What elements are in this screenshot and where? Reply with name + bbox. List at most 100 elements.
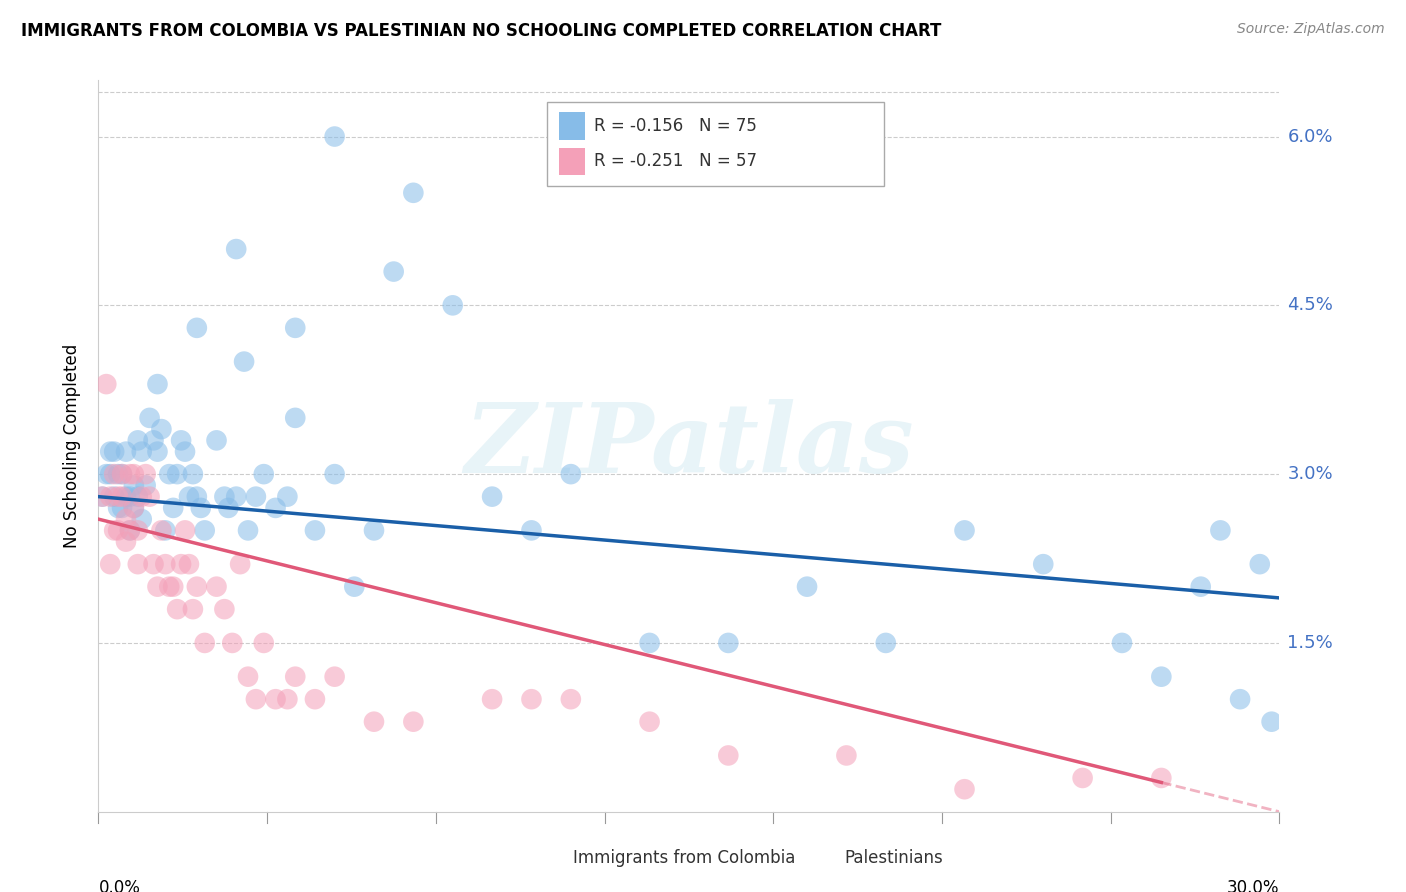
Point <box>122 467 145 482</box>
Point <box>253 636 276 650</box>
Point <box>217 500 239 515</box>
Point <box>91 490 114 504</box>
Point <box>118 467 141 482</box>
Point <box>174 444 197 458</box>
Point <box>98 444 121 458</box>
Point <box>122 478 145 492</box>
Point <box>186 580 208 594</box>
Point <box>131 444 153 458</box>
Point <box>363 714 385 729</box>
Point <box>111 490 134 504</box>
Point <box>1111 636 1133 650</box>
Point <box>177 490 200 504</box>
Point <box>560 467 582 482</box>
Point <box>284 321 307 335</box>
Point <box>146 580 169 594</box>
Point <box>276 692 298 706</box>
Point <box>127 557 149 571</box>
Point <box>166 602 188 616</box>
Point <box>162 500 184 515</box>
Point <box>186 321 208 335</box>
Point <box>363 524 385 538</box>
Point <box>118 524 141 538</box>
Point <box>98 490 121 504</box>
Text: 3.0%: 3.0% <box>1288 465 1333 483</box>
Point <box>131 512 153 526</box>
Point <box>1189 580 1212 594</box>
Point <box>253 467 276 482</box>
Text: 30.0%: 30.0% <box>1227 880 1279 892</box>
Point <box>103 444 125 458</box>
Point <box>481 692 503 706</box>
Point <box>111 500 134 515</box>
Point <box>264 500 287 515</box>
Point <box>245 490 267 504</box>
FancyBboxPatch shape <box>536 848 565 867</box>
FancyBboxPatch shape <box>560 147 585 176</box>
Point <box>205 434 228 448</box>
Point <box>98 467 121 482</box>
Point <box>186 490 208 504</box>
Point <box>107 467 129 482</box>
Point <box>181 602 204 616</box>
Point <box>1260 714 1282 729</box>
Point <box>115 512 138 526</box>
Text: 0.0%: 0.0% <box>98 880 141 892</box>
Text: R = -0.156   N = 75: R = -0.156 N = 75 <box>595 118 758 136</box>
Point <box>103 490 125 504</box>
Point <box>142 434 165 448</box>
Point <box>135 467 157 482</box>
Point <box>717 636 740 650</box>
Point <box>155 557 177 571</box>
Point <box>96 467 118 482</box>
Point <box>214 602 236 616</box>
Point <box>323 670 346 684</box>
Point <box>150 524 173 538</box>
Point <box>214 490 236 504</box>
Point <box>181 467 204 482</box>
Point <box>122 500 145 515</box>
Point <box>276 490 298 504</box>
Point <box>135 478 157 492</box>
Text: Source: ZipAtlas.com: Source: ZipAtlas.com <box>1237 22 1385 37</box>
Text: Palestinians: Palestinians <box>845 849 943 867</box>
Point <box>111 467 134 482</box>
Point <box>1071 771 1094 785</box>
Point <box>111 467 134 482</box>
Point <box>127 524 149 538</box>
Point <box>127 490 149 504</box>
Point <box>323 129 346 144</box>
Point <box>127 434 149 448</box>
Point <box>131 490 153 504</box>
Point <box>1150 771 1173 785</box>
Point <box>1032 557 1054 571</box>
Point <box>122 500 145 515</box>
Point <box>205 580 228 594</box>
Text: 6.0%: 6.0% <box>1288 128 1333 145</box>
Point <box>1229 692 1251 706</box>
Point <box>118 524 141 538</box>
Point <box>225 242 247 256</box>
Point <box>236 670 259 684</box>
FancyBboxPatch shape <box>807 848 837 867</box>
Point <box>638 714 661 729</box>
Point <box>115 534 138 549</box>
Point <box>91 490 114 504</box>
Point <box>103 467 125 482</box>
Point <box>194 524 217 538</box>
Point <box>107 524 129 538</box>
Point <box>146 444 169 458</box>
Point <box>953 524 976 538</box>
Point <box>174 524 197 538</box>
Text: Immigrants from Colombia: Immigrants from Colombia <box>574 849 796 867</box>
Text: 1.5%: 1.5% <box>1288 634 1333 652</box>
FancyBboxPatch shape <box>560 112 585 140</box>
Point <box>155 524 177 538</box>
Point <box>103 524 125 538</box>
Point <box>162 580 184 594</box>
Text: IMMIGRANTS FROM COLOMBIA VS PALESTINIAN NO SCHOOLING COMPLETED CORRELATION CHART: IMMIGRANTS FROM COLOMBIA VS PALESTINIAN … <box>21 22 942 40</box>
Point <box>382 264 405 278</box>
Point <box>1209 524 1232 538</box>
Point <box>323 467 346 482</box>
Point <box>107 500 129 515</box>
